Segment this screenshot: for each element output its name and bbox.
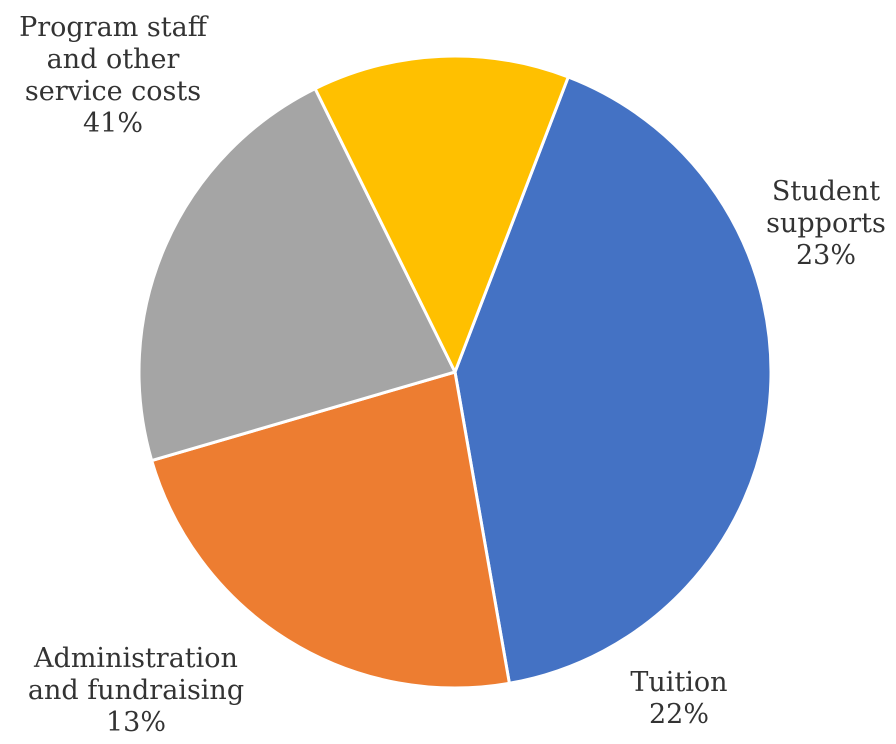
data-label-administration: Administration and fundraising 13% — [28, 643, 244, 738]
data-label-text: Program staff — [19, 12, 209, 43]
pie-slices — [137, 54, 773, 690]
pie-data-labels: Program staff and other service costs 41% St… — [19, 12, 886, 738]
pie-slice-administration — [313, 54, 570, 374]
data-label-student-supports: Student supports 23% — [766, 176, 886, 271]
pie-slice-program-staff — [453, 75, 773, 685]
data-label-text: Student — [772, 176, 880, 207]
data-label-text: Administration — [33, 643, 238, 674]
data-label-text: and fundraising — [28, 675, 244, 706]
data-label-percent: 41% — [83, 108, 143, 139]
data-label-text: Tuition — [630, 667, 727, 698]
data-label-percent: 13% — [106, 707, 166, 738]
data-label-text: and other — [47, 44, 180, 75]
data-label-text: supports — [766, 208, 886, 239]
data-label-text: service costs — [25, 76, 201, 107]
data-label-percent: 23% — [796, 240, 856, 271]
pie-slice-tuition — [137, 87, 457, 463]
data-label-tuition: Tuition 22% — [630, 667, 727, 730]
data-label-program-staff: Program staff and other service costs 41% — [19, 12, 209, 139]
data-label-percent: 22% — [649, 699, 709, 730]
pie-slice-student-supports — [150, 370, 511, 690]
